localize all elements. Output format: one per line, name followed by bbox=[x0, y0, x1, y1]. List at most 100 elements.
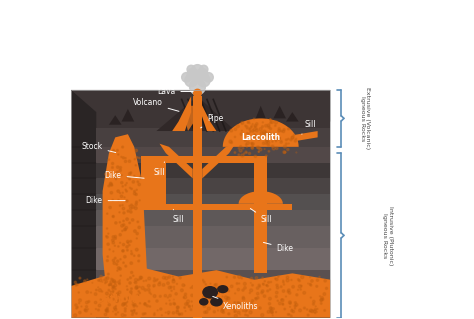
Circle shape bbox=[249, 123, 250, 124]
Circle shape bbox=[324, 279, 327, 282]
Circle shape bbox=[282, 303, 284, 305]
Circle shape bbox=[320, 302, 322, 304]
Circle shape bbox=[149, 306, 151, 307]
Circle shape bbox=[117, 149, 118, 151]
Text: Dike: Dike bbox=[264, 242, 293, 253]
Circle shape bbox=[221, 290, 222, 291]
Circle shape bbox=[184, 285, 185, 286]
Circle shape bbox=[267, 124, 270, 127]
Circle shape bbox=[249, 128, 250, 129]
Circle shape bbox=[122, 146, 124, 148]
Circle shape bbox=[246, 152, 247, 153]
Circle shape bbox=[296, 294, 298, 296]
Circle shape bbox=[111, 185, 113, 186]
Circle shape bbox=[117, 190, 119, 192]
Circle shape bbox=[112, 290, 114, 292]
Circle shape bbox=[233, 276, 236, 278]
Circle shape bbox=[113, 262, 116, 264]
Circle shape bbox=[122, 250, 124, 252]
Polygon shape bbox=[141, 156, 193, 163]
Circle shape bbox=[103, 279, 105, 280]
Circle shape bbox=[275, 312, 277, 313]
Circle shape bbox=[114, 245, 116, 246]
Circle shape bbox=[185, 74, 198, 87]
Circle shape bbox=[84, 309, 86, 311]
Circle shape bbox=[265, 139, 269, 143]
Circle shape bbox=[220, 301, 222, 303]
Circle shape bbox=[288, 128, 290, 130]
Circle shape bbox=[297, 279, 300, 281]
Circle shape bbox=[126, 200, 128, 202]
Circle shape bbox=[135, 149, 137, 152]
Circle shape bbox=[197, 276, 199, 278]
Circle shape bbox=[193, 305, 195, 306]
Circle shape bbox=[108, 159, 109, 160]
Circle shape bbox=[119, 169, 121, 171]
Circle shape bbox=[120, 259, 121, 260]
Circle shape bbox=[253, 118, 255, 120]
Circle shape bbox=[322, 299, 324, 300]
Circle shape bbox=[204, 72, 213, 82]
Circle shape bbox=[275, 147, 278, 150]
Circle shape bbox=[115, 237, 117, 239]
Circle shape bbox=[139, 276, 142, 278]
Circle shape bbox=[124, 228, 127, 231]
Circle shape bbox=[127, 289, 128, 290]
Circle shape bbox=[312, 300, 315, 303]
Circle shape bbox=[256, 292, 259, 295]
Circle shape bbox=[95, 289, 97, 291]
Circle shape bbox=[125, 229, 126, 230]
Circle shape bbox=[244, 153, 245, 154]
Circle shape bbox=[187, 300, 190, 303]
Circle shape bbox=[134, 159, 136, 160]
Polygon shape bbox=[96, 163, 330, 178]
Circle shape bbox=[124, 308, 126, 310]
Circle shape bbox=[119, 242, 120, 243]
Circle shape bbox=[119, 192, 120, 194]
Circle shape bbox=[260, 132, 263, 135]
Circle shape bbox=[320, 299, 322, 301]
Circle shape bbox=[265, 143, 267, 145]
Circle shape bbox=[193, 306, 195, 308]
Circle shape bbox=[193, 285, 196, 287]
Circle shape bbox=[288, 143, 289, 144]
Circle shape bbox=[113, 286, 115, 288]
Polygon shape bbox=[255, 156, 267, 210]
Circle shape bbox=[235, 293, 236, 294]
Circle shape bbox=[266, 285, 267, 286]
Circle shape bbox=[186, 303, 189, 305]
Circle shape bbox=[274, 121, 278, 124]
Polygon shape bbox=[96, 194, 330, 210]
Circle shape bbox=[210, 283, 211, 284]
Circle shape bbox=[197, 290, 199, 292]
Circle shape bbox=[295, 138, 297, 139]
Circle shape bbox=[134, 255, 135, 256]
Circle shape bbox=[197, 278, 200, 280]
Circle shape bbox=[135, 165, 137, 166]
Polygon shape bbox=[96, 248, 330, 270]
Circle shape bbox=[107, 213, 108, 214]
Circle shape bbox=[139, 292, 140, 293]
Circle shape bbox=[136, 248, 138, 251]
Circle shape bbox=[187, 69, 199, 80]
Circle shape bbox=[128, 297, 130, 299]
Circle shape bbox=[245, 310, 246, 312]
Circle shape bbox=[99, 299, 102, 302]
Circle shape bbox=[175, 293, 177, 295]
Circle shape bbox=[135, 278, 137, 281]
Text: Sill: Sill bbox=[153, 162, 164, 177]
Circle shape bbox=[183, 296, 187, 299]
Circle shape bbox=[147, 284, 150, 287]
Circle shape bbox=[256, 146, 259, 148]
Circle shape bbox=[283, 130, 285, 133]
Circle shape bbox=[121, 175, 122, 176]
Circle shape bbox=[254, 135, 256, 138]
Circle shape bbox=[156, 300, 158, 302]
Circle shape bbox=[138, 255, 140, 257]
Circle shape bbox=[135, 282, 137, 284]
Circle shape bbox=[138, 260, 140, 262]
Circle shape bbox=[262, 277, 263, 278]
Circle shape bbox=[117, 293, 118, 295]
Circle shape bbox=[294, 305, 296, 307]
Circle shape bbox=[101, 291, 103, 292]
